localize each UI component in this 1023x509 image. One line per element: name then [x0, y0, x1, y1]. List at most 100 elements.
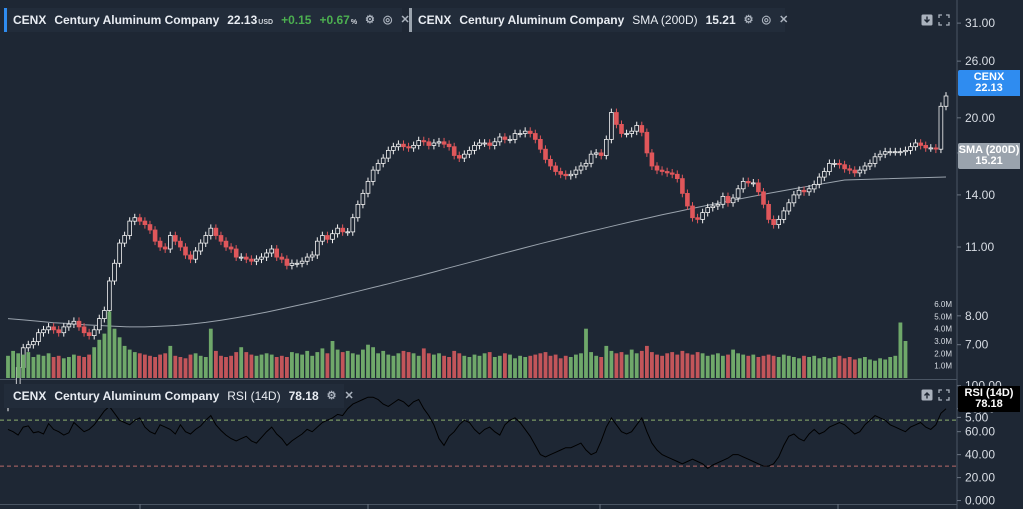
visibility-icon[interactable]: ◎: [761, 14, 772, 26]
candle-body: [502, 136, 508, 140]
visibility-icon[interactable]: ◎: [382, 14, 393, 26]
settings-icon[interactable]: ⚙: [743, 14, 754, 26]
volume-bar: [442, 355, 446, 378]
volume-bar: [731, 349, 735, 378]
candle-body: [609, 112, 614, 140]
price-axis[interactable]: 31.0026.0020.0017.0014.0011.008.007.005.…: [934, 16, 1002, 507]
volume-bar: [903, 341, 908, 378]
close-icon[interactable]: ✕: [779, 14, 789, 26]
settings-icon[interactable]: ⚙: [326, 390, 337, 402]
candle-body: [249, 258, 254, 262]
candle-body: [264, 252, 269, 258]
volume-bar: [883, 359, 888, 378]
close-icon[interactable]: ✕: [344, 390, 354, 402]
candle-body: [639, 125, 645, 133]
candle-body: [533, 133, 538, 140]
candle-body: [396, 143, 401, 148]
candle-body: [330, 233, 335, 240]
candle-body: [446, 143, 452, 148]
volume-bar: [538, 353, 543, 378]
volume-bar: [660, 355, 664, 378]
volume-tick-label: 4.0M: [934, 325, 952, 334]
candle-body: [740, 180, 746, 190]
volume-bar: [381, 350, 386, 378]
volume-series: [6, 311, 908, 378]
candle-body: [806, 188, 812, 193]
candle-body: [172, 235, 178, 242]
volume-bar: [523, 357, 528, 378]
candle-body: [127, 220, 133, 236]
candle-body: [877, 153, 883, 158]
candle-body: [461, 153, 467, 159]
volume-bar: [761, 355, 766, 378]
volume-bar: [513, 358, 517, 378]
volume-bar: [158, 354, 162, 378]
volume-bar: [579, 353, 583, 378]
close-icon[interactable]: ✕: [400, 14, 410, 26]
candle-body: [482, 142, 487, 145]
candle-body: [314, 240, 320, 256]
volume-bar: [274, 357, 279, 378]
candle-body: [908, 146, 913, 151]
candle-body: [507, 138, 513, 141]
volume-bar: [680, 350, 685, 378]
rsi-series: [0, 396, 957, 470]
candle-body: [451, 146, 457, 156]
expand-icon[interactable]: [938, 389, 950, 401]
volume-bar: [356, 354, 360, 378]
volume-bar: [285, 357, 289, 378]
download-icon[interactable]: [921, 14, 933, 26]
sma-legend[interactable]: CENX Century Aluminum Company SMA (200D)…: [409, 8, 789, 32]
legend-company: Century Aluminum Company: [54, 13, 220, 27]
volume-bar: [690, 354, 695, 378]
rsi-legend[interactable]: CENX Century Aluminum Company RSI (14D) …: [4, 384, 354, 408]
candle-body: [223, 240, 229, 248]
legend-symbol: CENX: [418, 13, 452, 27]
volume-bar: [857, 358, 862, 378]
volume-bar: [503, 353, 507, 378]
price-tick-label: 26.00: [965, 54, 995, 68]
price-tick-label: 11.00: [965, 240, 994, 254]
candle-body: [913, 142, 918, 148]
candle-body: [218, 235, 224, 242]
volume-bar: [183, 358, 188, 378]
candle-body: [893, 151, 898, 154]
volume-bar: [16, 353, 21, 378]
volume-bar: [741, 354, 746, 378]
pane-up-icon[interactable]: [921, 389, 933, 401]
volume-bar: [452, 350, 457, 378]
candle-body: [578, 165, 584, 171]
price-legend[interactable]: CENX Century Aluminum Company 22.13USD +…: [4, 8, 410, 32]
candle-body: [771, 218, 776, 225]
volume-bar: [396, 353, 401, 378]
candle-body: [355, 203, 361, 219]
volume-bar: [31, 357, 36, 378]
candle-body: [107, 280, 112, 311]
volume-bar: [421, 348, 426, 378]
candle-body: [66, 323, 72, 328]
volume-bar: [528, 355, 533, 378]
expand-icon[interactable]: [938, 14, 950, 26]
volume-bar: [852, 359, 857, 378]
candle-body: [406, 146, 411, 149]
volume-bar: [487, 352, 492, 378]
candle-body: [629, 130, 634, 134]
candle-body: [97, 318, 102, 331]
volume-bar: [77, 355, 81, 378]
volume-bar: [208, 328, 213, 378]
volume-bar: [198, 355, 203, 378]
candle-body: [36, 332, 41, 343]
candle-body: [279, 256, 285, 260]
legend-value: 15.21: [705, 13, 736, 27]
volume-bar: [832, 357, 837, 378]
volume-bar: [726, 354, 730, 378]
candle-body: [796, 189, 802, 196]
candle-body: [391, 146, 396, 151]
volume-bar: [259, 354, 264, 378]
sma-line: [7, 176, 947, 328]
volume-bar: [873, 360, 877, 378]
candle-body: [198, 242, 204, 252]
settings-icon[interactable]: ⚙: [365, 14, 375, 26]
candle-body: [659, 169, 665, 172]
